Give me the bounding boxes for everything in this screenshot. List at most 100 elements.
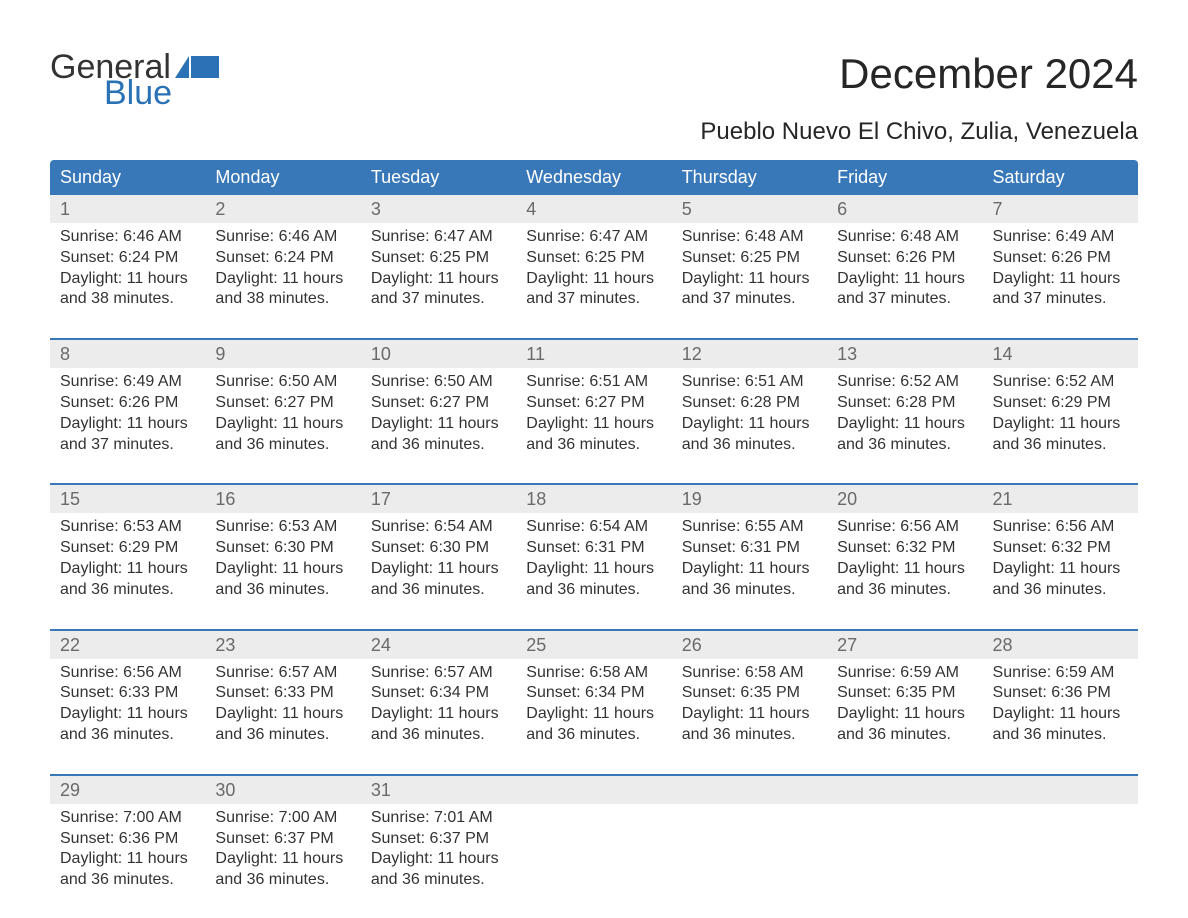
sunset-text: Sunset: 6:29 PM (993, 393, 1128, 414)
daylight-text: and 36 minutes. (371, 435, 506, 456)
daylight-text: Daylight: 11 hours (371, 269, 506, 290)
weekday-header: Sunday (50, 160, 205, 195)
content-row: Sunrise: 6:53 AMSunset: 6:29 PMDaylight:… (50, 513, 1138, 614)
sunset-text: Sunset: 6:27 PM (371, 393, 506, 414)
daylight-text: and 37 minutes. (60, 435, 195, 456)
weekday-header: Monday (205, 160, 360, 195)
daylight-text: and 37 minutes. (526, 289, 661, 310)
sunrise-text: Sunrise: 6:54 AM (371, 517, 506, 538)
sunrise-text: Sunrise: 6:50 AM (215, 372, 350, 393)
daylight-text: and 36 minutes. (837, 435, 972, 456)
daylight-text: and 36 minutes. (526, 435, 661, 456)
day-content: Sunrise: 6:59 AMSunset: 6:36 PMDaylight:… (983, 659, 1138, 760)
sunset-text: Sunset: 6:37 PM (371, 829, 506, 850)
sunrise-text: Sunrise: 6:47 AM (526, 227, 661, 248)
day-number: 1 (50, 195, 205, 223)
daylight-text: and 36 minutes. (993, 725, 1128, 746)
day-content (827, 804, 982, 905)
day-content: Sunrise: 7:00 AMSunset: 6:37 PMDaylight:… (205, 804, 360, 905)
daylight-text: and 36 minutes. (682, 435, 817, 456)
day-number: 7 (983, 195, 1138, 223)
daylight-text: and 36 minutes. (526, 580, 661, 601)
sunrise-text: Sunrise: 6:47 AM (371, 227, 506, 248)
sunrise-text: Sunrise: 6:49 AM (60, 372, 195, 393)
daylight-text: Daylight: 11 hours (993, 269, 1128, 290)
weekday-header: Saturday (983, 160, 1138, 195)
daylight-text: and 36 minutes. (215, 580, 350, 601)
sunset-text: Sunset: 6:35 PM (837, 683, 972, 704)
weekday-header: Wednesday (516, 160, 671, 195)
day-content: Sunrise: 6:46 AMSunset: 6:24 PMDaylight:… (205, 223, 360, 324)
day-content: Sunrise: 6:58 AMSunset: 6:35 PMDaylight:… (672, 659, 827, 760)
day-content (672, 804, 827, 905)
daylight-text: Daylight: 11 hours (215, 704, 350, 725)
day-number: 25 (516, 631, 671, 659)
sunset-text: Sunset: 6:32 PM (837, 538, 972, 559)
daylight-text: Daylight: 11 hours (60, 414, 195, 435)
day-number: 27 (827, 631, 982, 659)
day-content: Sunrise: 6:50 AMSunset: 6:27 PMDaylight:… (361, 368, 516, 469)
sunrise-text: Sunrise: 6:48 AM (837, 227, 972, 248)
sunset-text: Sunset: 6:36 PM (60, 829, 195, 850)
daynum-row: 22232425262728 (50, 631, 1138, 659)
daylight-text: and 37 minutes. (682, 289, 817, 310)
day-content: Sunrise: 6:49 AMSunset: 6:26 PMDaylight:… (50, 368, 205, 469)
day-content: Sunrise: 7:00 AMSunset: 6:36 PMDaylight:… (50, 804, 205, 905)
day-content: Sunrise: 6:51 AMSunset: 6:27 PMDaylight:… (516, 368, 671, 469)
weekday-header: Friday (827, 160, 982, 195)
daylight-text: and 36 minutes. (993, 580, 1128, 601)
day-number: 28 (983, 631, 1138, 659)
daylight-text: and 38 minutes. (215, 289, 350, 310)
day-number: 15 (50, 485, 205, 513)
daylight-text: Daylight: 11 hours (526, 704, 661, 725)
day-content: Sunrise: 6:49 AMSunset: 6:26 PMDaylight:… (983, 223, 1138, 324)
day-content: Sunrise: 6:48 AMSunset: 6:26 PMDaylight:… (827, 223, 982, 324)
week-block: 22232425262728Sunrise: 6:56 AMSunset: 6:… (50, 629, 1138, 760)
day-content: Sunrise: 6:56 AMSunset: 6:33 PMDaylight:… (50, 659, 205, 760)
daylight-text: and 38 minutes. (60, 289, 195, 310)
content-row: Sunrise: 6:46 AMSunset: 6:24 PMDaylight:… (50, 223, 1138, 324)
daylight-text: Daylight: 11 hours (993, 704, 1128, 725)
logo: General Blue (50, 50, 219, 110)
daylight-text: and 36 minutes. (60, 725, 195, 746)
week-block: 1234567Sunrise: 6:46 AMSunset: 6:24 PMDa… (50, 195, 1138, 324)
sunset-text: Sunset: 6:36 PM (993, 683, 1128, 704)
day-number: 10 (361, 340, 516, 368)
day-content: Sunrise: 6:55 AMSunset: 6:31 PMDaylight:… (672, 513, 827, 614)
sunset-text: Sunset: 6:26 PM (60, 393, 195, 414)
day-number (672, 776, 827, 804)
daylight-text: Daylight: 11 hours (371, 849, 506, 870)
weekday-header: Thursday (672, 160, 827, 195)
daylight-text: and 36 minutes. (682, 725, 817, 746)
daylight-text: Daylight: 11 hours (60, 849, 195, 870)
day-content: Sunrise: 6:57 AMSunset: 6:34 PMDaylight:… (361, 659, 516, 760)
daylight-text: Daylight: 11 hours (60, 269, 195, 290)
daynum-row: 1234567 (50, 195, 1138, 223)
daylight-text: Daylight: 11 hours (60, 704, 195, 725)
daylight-text: and 36 minutes. (837, 580, 972, 601)
day-content: Sunrise: 6:51 AMSunset: 6:28 PMDaylight:… (672, 368, 827, 469)
day-number (516, 776, 671, 804)
sunrise-text: Sunrise: 6:56 AM (993, 517, 1128, 538)
sunrise-text: Sunrise: 6:56 AM (837, 517, 972, 538)
daylight-text: and 36 minutes. (837, 725, 972, 746)
sunset-text: Sunset: 6:33 PM (60, 683, 195, 704)
day-number: 8 (50, 340, 205, 368)
day-content: Sunrise: 6:46 AMSunset: 6:24 PMDaylight:… (50, 223, 205, 324)
sunrise-text: Sunrise: 6:50 AM (371, 372, 506, 393)
day-content: Sunrise: 6:54 AMSunset: 6:30 PMDaylight:… (361, 513, 516, 614)
sunrise-text: Sunrise: 6:59 AM (993, 663, 1128, 684)
daylight-text: Daylight: 11 hours (371, 414, 506, 435)
daylight-text: and 36 minutes. (371, 580, 506, 601)
sunrise-text: Sunrise: 6:51 AM (682, 372, 817, 393)
calendar: Sunday Monday Tuesday Wednesday Thursday… (50, 160, 1138, 905)
sunset-text: Sunset: 6:32 PM (993, 538, 1128, 559)
daylight-text: Daylight: 11 hours (215, 849, 350, 870)
daylight-text: and 37 minutes. (993, 289, 1128, 310)
sunrise-text: Sunrise: 7:01 AM (371, 808, 506, 829)
day-content: Sunrise: 6:57 AMSunset: 6:33 PMDaylight:… (205, 659, 360, 760)
daylight-text: and 36 minutes. (371, 870, 506, 891)
day-number: 21 (983, 485, 1138, 513)
day-number: 17 (361, 485, 516, 513)
day-number: 13 (827, 340, 982, 368)
